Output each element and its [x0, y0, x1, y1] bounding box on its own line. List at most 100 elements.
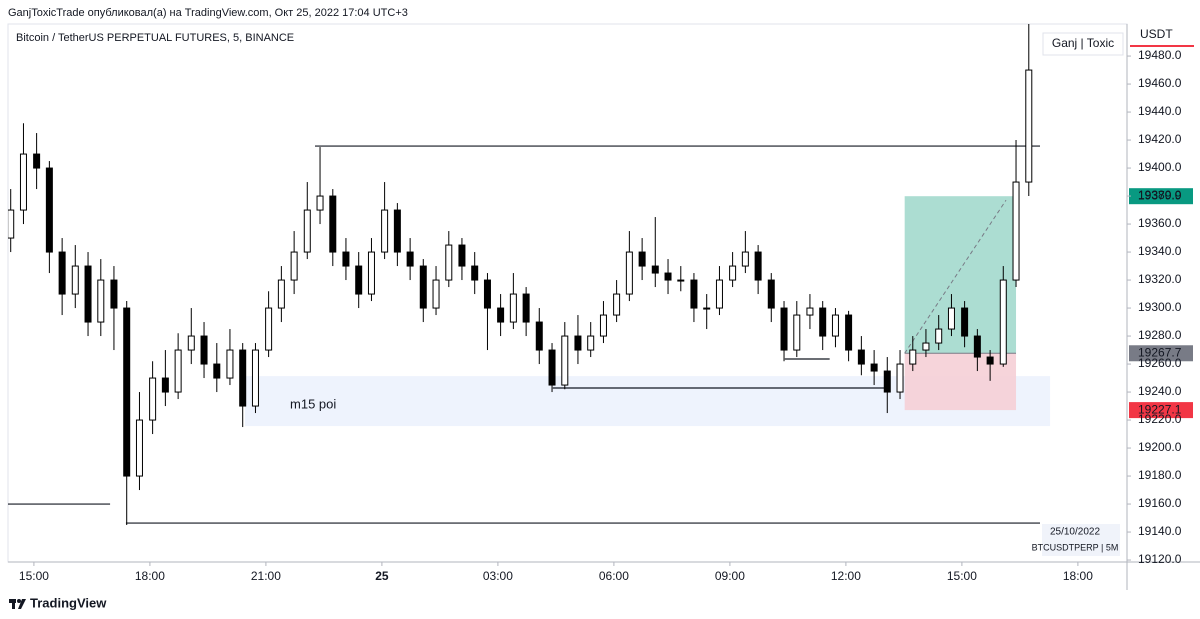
candle-body [33, 153, 41, 169]
x-tick-label: 06:00 [599, 569, 629, 583]
candle-body [419, 265, 427, 309]
candle-body [84, 265, 92, 323]
x-tick-label: 03:00 [483, 569, 513, 583]
candle-body [690, 279, 698, 309]
x-tick-label: 12:00 [831, 569, 861, 583]
candle-body [561, 335, 569, 386]
x-tick-label: 18:00 [1063, 569, 1093, 583]
currency: USDT [1140, 27, 1173, 41]
zone-label: m15 poi [290, 397, 336, 412]
symbol-title: Bitcoin / TetherUS PERPETUAL FUTURES, 5,… [16, 32, 294, 44]
candle-body [548, 349, 556, 386]
price-tag-label: 19379.9 [1138, 188, 1182, 202]
candle-body [8, 209, 15, 239]
candle-body [161, 377, 169, 393]
candle-body [277, 279, 285, 309]
y-tick-label: 19160.0 [1138, 496, 1182, 510]
candle-body [58, 251, 66, 295]
candle-body [780, 307, 788, 351]
candle-body [845, 314, 853, 351]
x-tick-label: 18:00 [135, 569, 165, 583]
candle-body [265, 307, 273, 351]
x-tick-label: 21:00 [251, 569, 281, 583]
price-tag [1129, 345, 1193, 362]
candle-body [535, 321, 543, 351]
symbol-label: BTCUSDTPERP | 5M [1032, 542, 1119, 552]
candle-body [806, 307, 814, 316]
y-tick-label: 19280.0 [1138, 328, 1182, 342]
candle-body [574, 335, 582, 351]
candle-body [599, 314, 607, 337]
candle-body [329, 195, 337, 253]
candle-body [432, 279, 440, 309]
candle-body [793, 314, 801, 351]
candle-body [393, 209, 401, 253]
candle-body [819, 307, 827, 337]
candle-body [883, 370, 891, 393]
y-tick-label: 19440.0 [1138, 104, 1182, 118]
candle-body [110, 279, 118, 309]
candle-body [497, 307, 505, 323]
candle-body [213, 363, 221, 379]
y-tick-label: 19460.0 [1138, 76, 1182, 90]
price-tag [1129, 188, 1193, 205]
x-tick-label: 25 [375, 569, 389, 583]
candle-body [483, 279, 491, 309]
candle-body [999, 279, 1007, 365]
candle-body [754, 251, 762, 281]
candle-body [715, 279, 723, 309]
candle-body [909, 349, 917, 365]
candle-body [857, 349, 865, 365]
x-tick-label: 09:00 [715, 569, 745, 583]
candle-body [342, 251, 350, 267]
candle-body [625, 251, 633, 295]
candle-body [973, 335, 981, 358]
candle-body [1012, 181, 1020, 281]
y-tick-label: 19220.0 [1138, 412, 1182, 426]
candle-body [355, 265, 363, 295]
candle-body [458, 244, 466, 267]
candle-body [123, 307, 131, 477]
candle-body [677, 279, 685, 282]
info-box [1042, 524, 1120, 556]
y-tick-label: 19360.0 [1138, 216, 1182, 230]
candle-body [226, 349, 234, 379]
candle-body [870, 363, 878, 372]
candle-body [613, 293, 621, 316]
candle-body [961, 307, 969, 337]
overlay: 19379.9 19267.7 19227.1 [1129, 188, 1193, 419]
price-tag-label: 19267.7 [1138, 345, 1182, 359]
y-tick-label: 19400.0 [1138, 160, 1182, 174]
y-tick-label: 19420.0 [1138, 132, 1182, 146]
candle-body [290, 251, 298, 281]
candle-body [316, 195, 324, 211]
candle-body [1025, 69, 1033, 183]
y-tick-label: 19480.0 [1138, 48, 1182, 62]
loss-zone [904, 353, 1017, 411]
candle-body [303, 209, 311, 253]
candle-body [522, 293, 530, 323]
candle-body [509, 293, 517, 323]
brand: TradingView [30, 595, 107, 610]
candle-body [367, 251, 375, 295]
candle-body [831, 314, 839, 337]
candle-body [19, 153, 27, 211]
candle-body [587, 335, 595, 351]
candle-body [135, 419, 143, 477]
candle-body [71, 265, 79, 295]
candle-body [174, 349, 182, 393]
plot: m15 poi [8, 24, 1051, 526]
watermark: Ganj | Toxic [1052, 36, 1114, 50]
candle-body [896, 363, 904, 393]
candle-body [703, 307, 711, 310]
y-tick-label: 19240.0 [1138, 384, 1182, 398]
candle-body [251, 349, 259, 407]
date-label: 25/10/2022 [1050, 527, 1100, 538]
y-tick-label: 19380.0 [1138, 188, 1182, 202]
candle-body [239, 349, 247, 407]
candle-body [471, 265, 479, 281]
candle-body [200, 335, 208, 365]
currency-box [1130, 24, 1194, 46]
